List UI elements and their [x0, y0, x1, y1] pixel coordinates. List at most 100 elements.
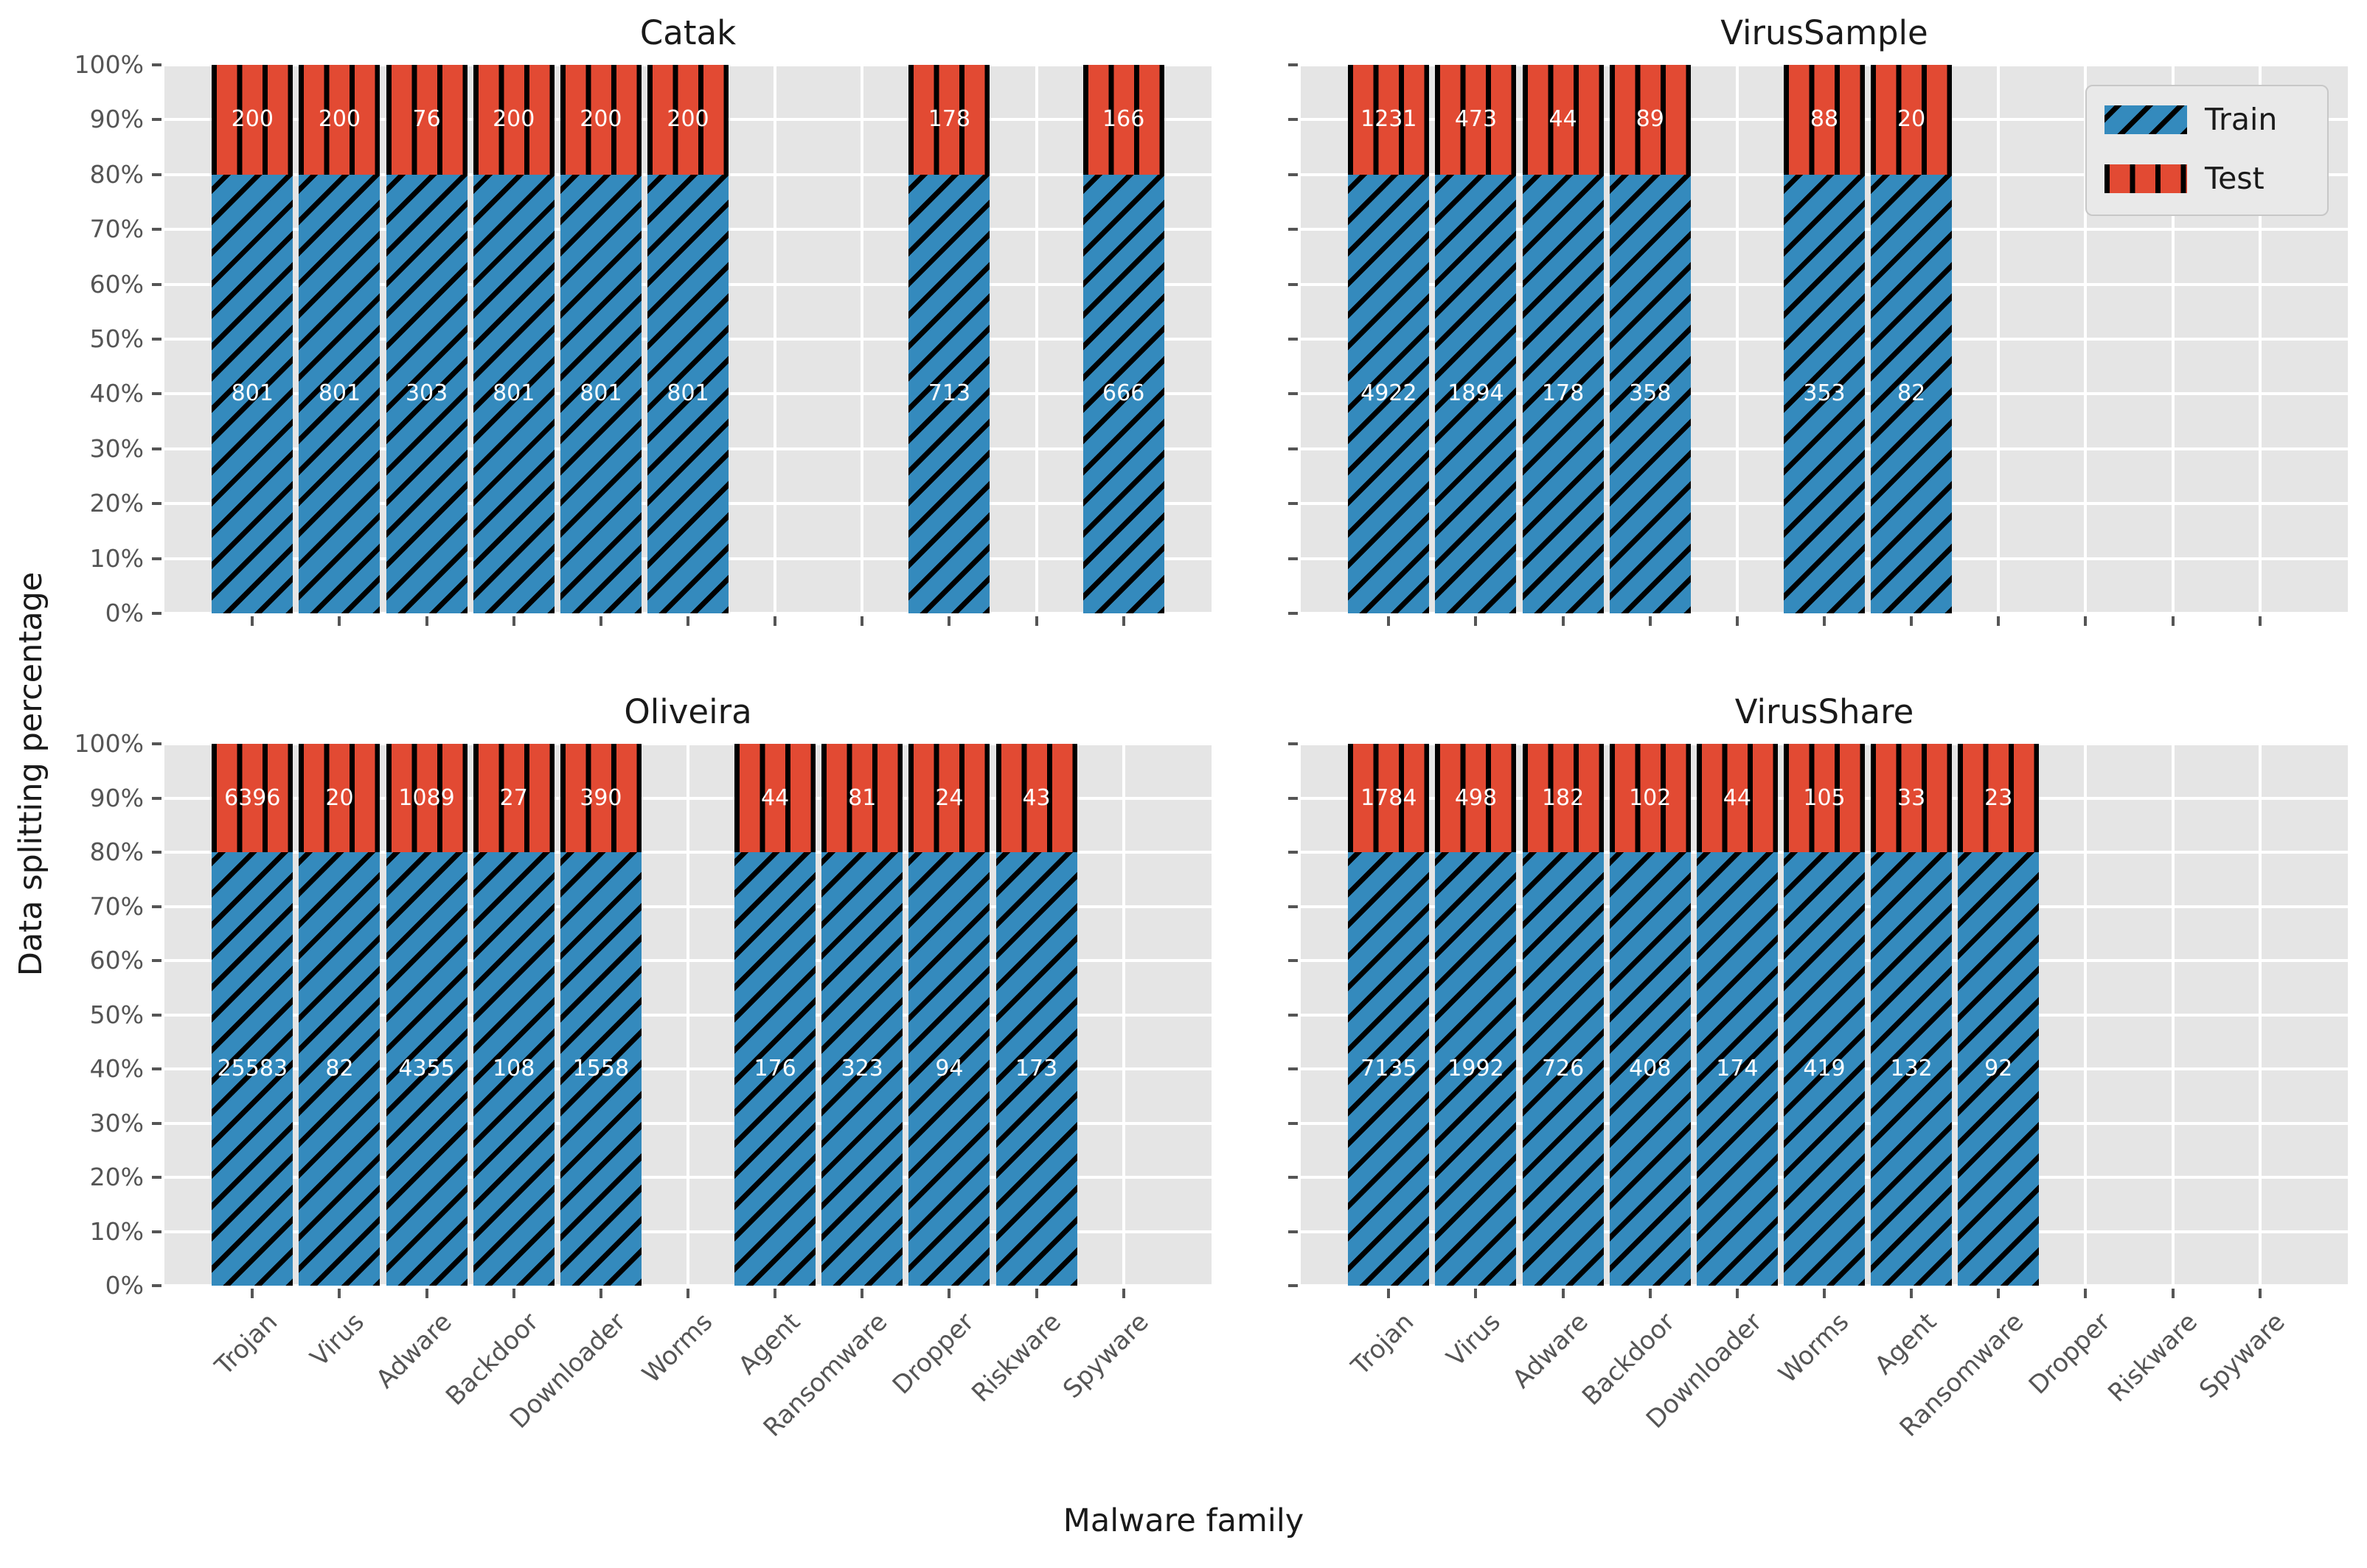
y-tick-mark: [152, 796, 161, 800]
bar-value-test: 81: [848, 784, 877, 811]
y-tick-mark: [1288, 1013, 1298, 1017]
x-tick-mark: [1122, 616, 1125, 626]
bar-value-train: 303: [405, 380, 448, 407]
x-tick-mark: [1735, 616, 1739, 626]
x-tick-mark: [948, 616, 951, 626]
bar-train-adware: [386, 852, 468, 1286]
bar-value-train: 801: [231, 380, 274, 407]
y-tick-label: 40%: [89, 1054, 144, 1083]
bar-value-train: 713: [928, 380, 971, 407]
y-tick-mark: [152, 612, 161, 615]
y-tick-mark: [1288, 118, 1298, 122]
x-axis-title: Malware family: [1063, 1502, 1304, 1539]
x-tick-mark: [599, 616, 602, 626]
legend-train-swatch-icon: [2104, 105, 2187, 134]
y-tick-mark: [152, 1176, 161, 1179]
bar-value-test: 44: [1549, 106, 1577, 133]
bar-value-train: 4355: [398, 1056, 455, 1081]
x-tick-mark: [2084, 616, 2088, 626]
y-tick-mark: [152, 1013, 161, 1017]
x-tick-mark: [1997, 616, 2001, 626]
bar-test-adware: [1522, 744, 1604, 852]
bar-value-test: 200: [231, 106, 274, 133]
y-tick-mark: [152, 1284, 161, 1287]
x-tick-mark: [251, 1289, 254, 1298]
bar-value-test: 23: [1984, 784, 2013, 811]
bar-value-test: 44: [1723, 784, 1751, 811]
y-tick-label: 90%: [89, 105, 144, 134]
x-tick-mark: [251, 616, 254, 626]
bar-test-ransomware: [1958, 744, 2040, 852]
x-tick-mark: [338, 616, 341, 626]
bar-value-train: 108: [493, 1056, 535, 1081]
y-tick-mark: [152, 557, 161, 560]
bar-train-dropper: [908, 174, 990, 613]
y-tick-mark: [1288, 173, 1298, 176]
bar-train-backdoor: [1609, 174, 1691, 613]
y-tick-label: 0%: [105, 599, 144, 627]
bar-test-virus: [299, 65, 380, 175]
bar-train-adware: [1522, 852, 1604, 1286]
x-tick-mark: [1387, 1289, 1391, 1298]
y-tick-mark: [1288, 905, 1298, 908]
y-tick-label: 10%: [89, 1216, 144, 1246]
gridline-vertical: [2171, 65, 2175, 613]
y-tick-label: 30%: [89, 1108, 144, 1137]
y-tick-mark: [1288, 612, 1298, 615]
bar-train-virus: [299, 174, 380, 613]
bar-train-virus: [1435, 852, 1517, 1286]
bar-test-adware: [386, 65, 468, 175]
y-tick-label: 10%: [89, 543, 144, 573]
bar-train-backdoor: [473, 852, 555, 1286]
bar-value-test: 43: [1022, 784, 1051, 811]
x-tick-mark: [2258, 1289, 2262, 1298]
gridline-vertical: [1735, 65, 1739, 613]
gridline-horizontal: [1301, 612, 2348, 615]
y-tick-label: 90%: [89, 783, 144, 812]
x-tick-label-virus: Virus: [305, 1307, 371, 1373]
bar-train-trojan: [1348, 852, 1430, 1286]
bar-test-downloader: [560, 744, 642, 852]
bar-value-test: 20: [1897, 106, 1926, 133]
bar-value-test: 200: [318, 106, 361, 133]
bar-value-train: 132: [1890, 1056, 1933, 1081]
y-tick-mark: [1288, 851, 1298, 854]
y-tick-mark: [152, 447, 161, 450]
x-tick-label-riskware: Riskware: [2102, 1307, 2204, 1408]
gridline-horizontal: [1301, 1284, 2348, 1287]
y-tick-mark: [152, 1121, 161, 1125]
bar-value-train: 1894: [1447, 380, 1504, 407]
y-tick-mark: [1288, 796, 1298, 800]
bar-test-virus: [1435, 744, 1517, 852]
y-tick-mark: [152, 282, 161, 286]
x-tick-mark: [1561, 1289, 1565, 1298]
y-tick-label: 100%: [74, 50, 144, 79]
subplot-title-virusshare: VirusShare: [1734, 692, 1914, 731]
legend-test-swatch-icon: [2104, 164, 2187, 193]
y-tick-mark: [1288, 557, 1298, 560]
bar-value-train: 666: [1102, 380, 1145, 407]
y-tick-label: 60%: [89, 946, 144, 975]
bar-value-test: 44: [761, 784, 790, 811]
bar-value-test: 1089: [398, 784, 455, 811]
y-tick-label: 30%: [89, 433, 144, 463]
bar-value-train: 92: [1984, 1056, 2013, 1081]
bar-test-worms: [1784, 65, 1865, 175]
y-tick-mark: [1288, 338, 1298, 341]
bar-value-test: 178: [928, 106, 971, 133]
x-tick-mark: [1823, 1289, 1826, 1298]
x-tick-mark: [687, 1289, 689, 1298]
bar-train-agent: [1871, 852, 1953, 1286]
bar-test-agent: [1871, 65, 1953, 175]
bar-value-train: 408: [1629, 1056, 1672, 1081]
y-tick-label: 40%: [89, 379, 144, 408]
bar-train-virus: [299, 852, 380, 1286]
y-tick-label: 100%: [74, 729, 144, 758]
bar-train-virus: [1435, 174, 1517, 613]
bar-test-trojan: [1348, 744, 1430, 852]
subplot-title-oliveira: Oliveira: [624, 692, 752, 731]
x-tick-label-trojan: Trojan: [209, 1307, 283, 1381]
bar-test-spyware: [1082, 65, 1164, 175]
y-tick-mark: [1288, 1230, 1298, 1233]
